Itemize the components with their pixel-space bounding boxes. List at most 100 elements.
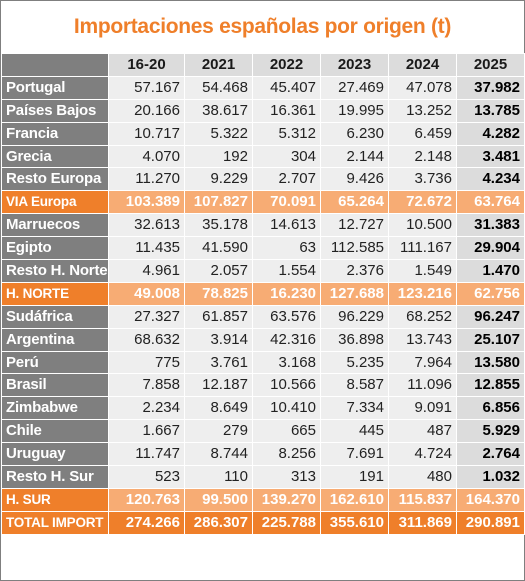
table-cell: 11.747 <box>108 442 185 467</box>
table-cell: 3.914 <box>184 327 253 352</box>
table-cell: 2.144 <box>320 144 389 169</box>
table-cell: 7.964 <box>388 350 457 375</box>
row-label: Francia <box>1 121 109 146</box>
table-cell: 6.230 <box>320 121 389 146</box>
table-cell: 3.736 <box>388 167 457 192</box>
table-cell: 4.282 <box>456 121 525 146</box>
table-cell: 10.566 <box>252 373 321 398</box>
table-cell: 11.270 <box>108 167 185 192</box>
table-cell: 107.827 <box>184 190 253 215</box>
table-cell: 311.869 <box>388 510 457 535</box>
table-row: Chile 1.667 279 665 445 487 5.929 <box>1 419 525 444</box>
row-label: Egipto <box>1 236 109 261</box>
table-cell: 8.587 <box>320 373 389 398</box>
table-cell: 16.361 <box>252 98 321 123</box>
header-corner <box>1 53 109 77</box>
table-cell: 115.837 <box>388 487 457 512</box>
table-cell: 274.266 <box>108 510 185 535</box>
table-cell: 4.234 <box>456 167 525 192</box>
table-cell: 5.235 <box>320 350 389 375</box>
table-cell: 9.091 <box>388 396 457 421</box>
row-label: Grecia <box>1 144 109 169</box>
column-header: 2024 <box>388 53 457 77</box>
table-row: Perú 775 3.761 3.168 5.235 7.964 13.580 <box>1 350 525 375</box>
table-row: Francia 10.717 5.322 5.312 6.230 6.459 4.282 <box>1 121 525 146</box>
table-cell: 110 <box>184 465 253 489</box>
table-row: Brasil 7.858 12.187 10.566 8.587 11.096 12.855 <box>1 373 525 398</box>
table-cell: 63.764 <box>456 190 525 215</box>
table-row: Grecia 4.070 192 304 2.144 2.148 3.481 <box>1 144 525 169</box>
table-cell: 10.500 <box>388 213 457 238</box>
row-label: Resto H. Norte <box>1 259 109 283</box>
table-cell: 7.691 <box>320 442 389 467</box>
table-cell: 279 <box>184 419 253 444</box>
table-cell: 2.764 <box>456 442 525 467</box>
table-row: Resto Europa 11.270 9.229 2.707 9.426 3.736 4.… <box>1 167 525 192</box>
table-cell: 47.078 <box>388 75 457 100</box>
table-cell: 57.167 <box>108 75 185 100</box>
table-cell: 99.500 <box>184 487 253 512</box>
table-row: Egipto 11.435 41.590 63 112.585 111.167 29.904 <box>1 236 525 261</box>
table-cell: 16.230 <box>252 281 321 306</box>
table-cell: 12.727 <box>320 213 389 238</box>
table-cell: 96.247 <box>456 304 525 329</box>
table-cell: 10.410 <box>252 396 321 421</box>
table-cell: 41.590 <box>184 236 253 261</box>
table-cell: 20.166 <box>108 98 185 123</box>
row-label: Perú <box>1 350 109 375</box>
table-cell: 7.334 <box>320 396 389 421</box>
table-cell: 775 <box>108 350 185 375</box>
table-row: Portugal 57.167 54.468 45.407 27.469 47.078 37… <box>1 75 525 100</box>
imports-table: 16-20 2021 2022 2023 2024 2025 Portugal 5… <box>1 53 525 535</box>
table-cell: 5.322 <box>184 121 253 146</box>
row-label: Chile <box>1 419 109 444</box>
header-row: 16-20 2021 2022 2023 2024 2025 <box>1 53 525 77</box>
table-cell: 3.481 <box>456 144 525 169</box>
table-cell: 123.216 <box>388 281 457 306</box>
table-cell: 78.825 <box>184 281 253 306</box>
row-label: Marruecos <box>1 213 109 238</box>
row-label: Resto H. Sur <box>1 465 109 489</box>
table-cell: 68.252 <box>388 304 457 329</box>
row-label: Zimbabwe <box>1 396 109 421</box>
table-cell: 355.610 <box>320 510 389 535</box>
table-cell: 191 <box>320 465 389 489</box>
table-cell: 2.057 <box>184 259 253 283</box>
table-cell: 523 <box>108 465 185 489</box>
table-cell: 12.187 <box>184 373 253 398</box>
table-cell: 286.307 <box>184 510 253 535</box>
table-cell: 127.688 <box>320 281 389 306</box>
table-cell: 192 <box>184 144 253 169</box>
table-row: Países Bajos 20.166 38.617 16.361 19.995 13.2… <box>1 98 525 123</box>
table-row: Marruecos 32.613 35.178 14.613 12.727 10.500 3… <box>1 213 525 238</box>
column-header: 2025 <box>456 53 525 77</box>
table-cell: 6.459 <box>388 121 457 146</box>
column-header: 2021 <box>184 53 253 77</box>
table-cell: 96.229 <box>320 304 389 329</box>
table-cell: 120.763 <box>108 487 185 512</box>
table-row: Uruguay 11.747 8.744 8.256 7.691 4.724 2.764 <box>1 442 525 467</box>
table-cell: 13.252 <box>388 98 457 123</box>
table-cell: 38.617 <box>184 98 253 123</box>
table-cell: 2.707 <box>252 167 321 192</box>
total-row: TOTAL IMPORT 274.266 286.307 225.788 355.610… <box>1 510 525 535</box>
table-row: Resto H. Norte 4.961 2.057 1.554 2.376 1.549 1… <box>1 259 525 283</box>
table-cell: 5.929 <box>456 419 525 444</box>
row-label: Portugal <box>1 75 109 100</box>
table-cell: 162.610 <box>320 487 389 512</box>
table-cell: 3.761 <box>184 350 253 375</box>
row-label: VIA Europa <box>1 190 109 215</box>
row-label: Uruguay <box>1 442 109 467</box>
table-cell: 1.032 <box>456 465 525 489</box>
table-cell: 13.743 <box>388 327 457 352</box>
table-cell: 27.469 <box>320 75 389 100</box>
table-cell: 3.168 <box>252 350 321 375</box>
table-cell: 36.898 <box>320 327 389 352</box>
table-cell: 10.717 <box>108 121 185 146</box>
table-cell: 139.270 <box>252 487 321 512</box>
table-cell: 225.788 <box>252 510 321 535</box>
table-cell: 63.576 <box>252 304 321 329</box>
row-label: TOTAL IMPORT <box>1 510 109 535</box>
table-cell: 7.858 <box>108 373 185 398</box>
table-cell: 14.613 <box>252 213 321 238</box>
